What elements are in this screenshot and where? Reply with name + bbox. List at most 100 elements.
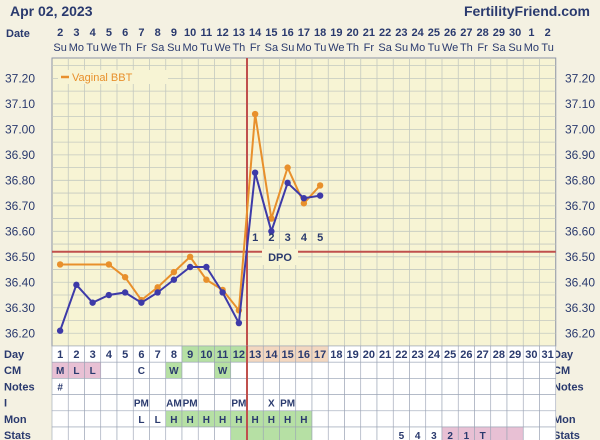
date-number: 17 xyxy=(298,27,310,39)
table-cell-text: 15 xyxy=(282,349,294,361)
table-cell-text: H xyxy=(219,415,226,426)
row-label-left: Stats xyxy=(4,430,31,440)
y-tick-left: 36.40 xyxy=(5,275,35,289)
weekday-label: Mo xyxy=(182,42,197,54)
table-cell xyxy=(522,378,540,395)
table-cell xyxy=(344,394,362,412)
bbt-point xyxy=(251,110,259,118)
dpo-label-box xyxy=(262,249,298,265)
table-cell xyxy=(311,361,329,379)
table-cell xyxy=(425,410,443,428)
table-cell xyxy=(246,378,264,395)
site-link[interactable]: FertilityFriend.com xyxy=(464,3,590,19)
weekday-label: We xyxy=(442,42,458,54)
table-cell xyxy=(327,410,345,428)
table-cell xyxy=(327,394,345,412)
weekday-label: Mo xyxy=(69,42,84,54)
table-cell xyxy=(214,394,232,412)
adjusted-point xyxy=(203,263,210,271)
table-cell xyxy=(181,361,199,379)
table-cell xyxy=(392,394,410,412)
table-cell xyxy=(230,426,248,440)
date-number: 6 xyxy=(122,27,128,39)
table-cell xyxy=(116,426,134,440)
legend-label: Vaginal BBT xyxy=(72,72,133,84)
table-cell-text: PM xyxy=(280,399,295,410)
table-cell-text: 17 xyxy=(314,349,326,361)
table-cell xyxy=(457,378,475,395)
date-number: 23 xyxy=(395,27,407,39)
table-cell xyxy=(100,394,118,412)
table-cell-text: 18 xyxy=(330,349,342,361)
bbt-point xyxy=(121,273,129,281)
table-cell-text: H xyxy=(284,415,291,426)
bbt-point xyxy=(300,200,308,207)
table-cell xyxy=(149,394,167,412)
table-cell xyxy=(539,378,557,395)
weekday-label: Sa xyxy=(378,42,392,54)
date-number: 25 xyxy=(428,27,440,39)
dpo-number: 3 xyxy=(285,232,291,244)
weekday-label: Th xyxy=(460,42,473,54)
date-number: 27 xyxy=(460,27,472,39)
table-cell-text: C xyxy=(138,366,145,377)
date-number: 1 xyxy=(528,27,534,39)
table-cell xyxy=(522,426,540,440)
table-cell xyxy=(279,361,297,379)
weekday-label: Sa xyxy=(151,42,165,54)
adjusted-point xyxy=(121,289,129,296)
table-cell xyxy=(441,394,459,412)
table-cell xyxy=(181,426,199,440)
table-cell xyxy=(425,378,443,395)
adjusted-point xyxy=(300,194,308,202)
y-tick-left: 36.60 xyxy=(5,224,35,238)
table-cell xyxy=(51,410,69,428)
table-cell xyxy=(409,410,427,428)
weekday-label: Su xyxy=(53,42,66,54)
weekday-label: Th xyxy=(232,42,245,54)
date-number: 20 xyxy=(347,27,359,39)
table-cell-text: 31 xyxy=(542,349,554,361)
weekday-label: Fr xyxy=(477,42,488,54)
table-cell-text: 13 xyxy=(249,349,261,361)
table-cell-text: 3 xyxy=(90,349,96,361)
table-cell xyxy=(376,410,394,428)
table-cell xyxy=(197,394,215,412)
table-cell-text: H xyxy=(203,415,210,426)
y-tick-left: 36.50 xyxy=(5,250,35,264)
table-cell-text: H xyxy=(268,415,275,426)
adjusted-point xyxy=(219,289,226,296)
date-number: 5 xyxy=(106,27,112,39)
table-cell xyxy=(246,426,264,440)
table-cell-text: L xyxy=(90,366,96,377)
table-cell-text: L xyxy=(138,415,144,426)
table-cell xyxy=(149,361,167,379)
adjusted-point xyxy=(316,192,324,199)
y-tick-left: 36.70 xyxy=(5,199,35,213)
date-number: 10 xyxy=(184,27,196,39)
table-cell-text: H xyxy=(252,415,259,426)
weekday-label: Mo xyxy=(524,42,539,54)
weekday-label: Sa xyxy=(492,42,506,54)
y-tick-left: 37.10 xyxy=(5,97,35,111)
table-cell-text: 19 xyxy=(347,349,359,361)
table-cell-text: X xyxy=(268,399,275,410)
table-cell xyxy=(100,426,118,440)
table-cell-text: PM xyxy=(231,399,246,410)
table-cell xyxy=(165,426,183,440)
y-tick-left: 36.80 xyxy=(5,173,35,187)
date-number: 21 xyxy=(363,27,375,39)
date-number: 13 xyxy=(233,27,245,39)
weekday-label: Th xyxy=(119,42,132,54)
table-cell xyxy=(522,394,540,412)
table-cell xyxy=(100,361,118,379)
table-cell-text: 22 xyxy=(395,349,407,361)
table-cell-text: 10 xyxy=(200,349,212,361)
table-cell-text: 23 xyxy=(412,349,424,361)
table-cell xyxy=(67,378,85,395)
adjusted-point xyxy=(284,179,291,187)
date-number: 29 xyxy=(493,27,505,39)
table-cell-text: 30 xyxy=(525,349,537,361)
table-cell xyxy=(51,394,69,412)
